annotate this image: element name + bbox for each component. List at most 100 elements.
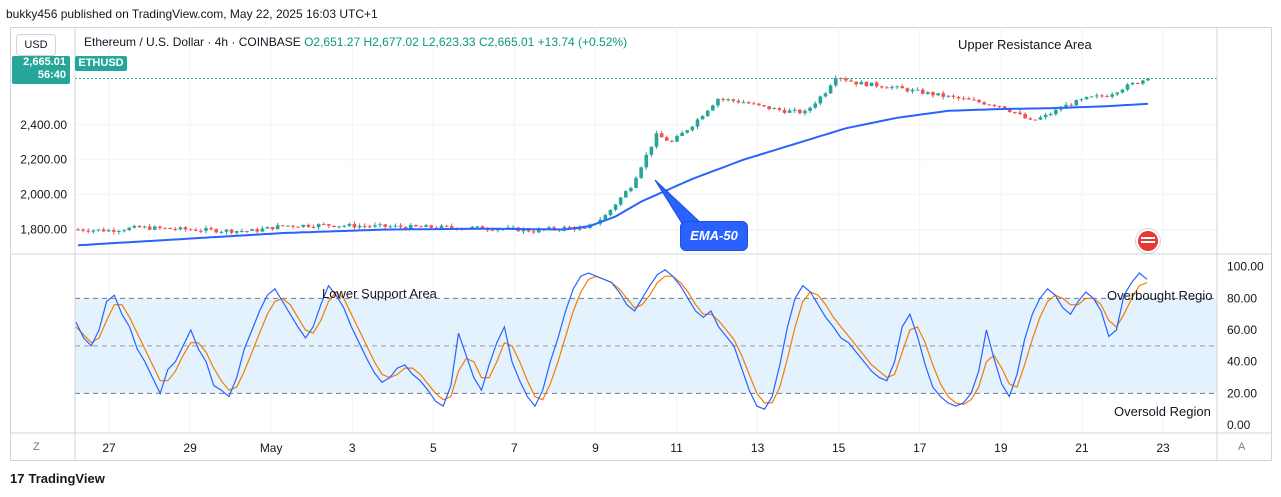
auto-scale-button[interactable]: A bbox=[1238, 441, 1246, 453]
candle bbox=[1110, 92, 1114, 99]
candle bbox=[393, 223, 398, 228]
low-value: L2,623.33 bbox=[422, 35, 476, 49]
candle bbox=[680, 130, 684, 137]
candle bbox=[777, 106, 782, 112]
candle bbox=[255, 227, 259, 234]
candle bbox=[670, 139, 674, 143]
candle bbox=[659, 130, 664, 138]
candle bbox=[895, 85, 899, 90]
candle bbox=[808, 106, 812, 114]
price-tick-label: 1,800.00 bbox=[20, 223, 67, 237]
rsi-tick-label: 0.00 bbox=[1227, 418, 1251, 432]
symbol-title: Ethereum / U.S. Dollar · 4h · COINBASE bbox=[84, 35, 301, 49]
candle bbox=[1079, 98, 1084, 102]
candle bbox=[316, 223, 321, 230]
candle bbox=[275, 222, 280, 230]
candle bbox=[946, 95, 951, 98]
time-tick-label: 29 bbox=[183, 441, 197, 455]
candle bbox=[905, 87, 910, 93]
candle bbox=[1100, 93, 1104, 98]
rsi-tick-label: 60.00 bbox=[1227, 323, 1257, 337]
published-by-text: bukky456 published on TradingView.com, M… bbox=[6, 7, 378, 21]
candle bbox=[721, 97, 725, 102]
candle bbox=[122, 229, 126, 233]
candle bbox=[1120, 88, 1125, 94]
candle bbox=[306, 223, 311, 229]
candle bbox=[644, 152, 649, 170]
candle bbox=[362, 223, 367, 229]
candle bbox=[286, 225, 290, 227]
candle bbox=[987, 103, 992, 106]
candle bbox=[214, 228, 219, 234]
currency-button[interactable]: USD bbox=[16, 34, 56, 56]
candle bbox=[874, 80, 879, 89]
candle bbox=[926, 91, 930, 95]
rsi-tick-label: 20.00 bbox=[1227, 386, 1257, 400]
candle bbox=[629, 186, 633, 193]
candle bbox=[997, 105, 1002, 109]
candle bbox=[885, 86, 889, 89]
candle bbox=[311, 224, 316, 229]
time-tick-label: 5 bbox=[430, 441, 437, 455]
candle bbox=[818, 95, 823, 106]
candle bbox=[183, 226, 188, 232]
candle bbox=[332, 225, 336, 228]
candle bbox=[603, 213, 608, 220]
candle bbox=[408, 223, 413, 230]
candle bbox=[368, 224, 372, 229]
tradingview-brand: TradingView bbox=[28, 471, 105, 486]
candle bbox=[347, 222, 352, 227]
candle bbox=[301, 224, 306, 229]
candle bbox=[798, 108, 802, 115]
stoch-rsi-k-line bbox=[75, 269, 1148, 410]
candle bbox=[864, 81, 869, 87]
candle bbox=[1146, 78, 1150, 82]
open-value: O2,651.27 bbox=[304, 35, 361, 49]
candle bbox=[803, 108, 807, 116]
candle bbox=[705, 110, 710, 117]
candle bbox=[234, 230, 239, 236]
candle bbox=[1105, 94, 1109, 98]
change-value: +13.74 (+0.52%) bbox=[537, 35, 628, 49]
candle bbox=[833, 75, 838, 88]
candle bbox=[383, 224, 387, 230]
candle bbox=[1141, 79, 1145, 86]
candle bbox=[91, 229, 96, 234]
candle bbox=[147, 223, 152, 231]
candle bbox=[716, 98, 720, 108]
candle bbox=[414, 224, 418, 227]
candle bbox=[229, 228, 234, 235]
candle bbox=[813, 101, 818, 110]
candle bbox=[977, 98, 981, 104]
candle bbox=[639, 166, 643, 180]
candle bbox=[956, 96, 961, 101]
candle bbox=[992, 104, 997, 108]
candle bbox=[951, 94, 956, 100]
candle bbox=[158, 225, 162, 231]
candle bbox=[1095, 93, 1099, 99]
candle bbox=[844, 76, 848, 83]
candle bbox=[1115, 91, 1120, 97]
candle bbox=[690, 125, 695, 132]
candle bbox=[746, 101, 751, 105]
time-tick-label: 15 bbox=[832, 441, 846, 455]
time-tick-label: 23 bbox=[1156, 441, 1170, 455]
candle bbox=[567, 225, 572, 228]
us-flag-icon[interactable] bbox=[1136, 229, 1160, 253]
price-tick-label: 2,200.00 bbox=[20, 153, 67, 167]
timezone-button[interactable]: Z bbox=[33, 441, 40, 453]
ticker-badge[interactable]: ETHUSD bbox=[75, 56, 127, 71]
candle bbox=[86, 228, 91, 234]
ema-callout-pointer bbox=[654, 179, 705, 226]
candle bbox=[137, 224, 142, 228]
candle bbox=[152, 225, 157, 231]
time-tick-label: 13 bbox=[751, 441, 765, 455]
candle bbox=[890, 85, 894, 91]
candle bbox=[936, 93, 940, 97]
candle bbox=[142, 225, 147, 229]
candle bbox=[224, 228, 229, 235]
candle bbox=[1130, 81, 1135, 86]
candle bbox=[424, 223, 428, 228]
candle bbox=[731, 98, 736, 104]
